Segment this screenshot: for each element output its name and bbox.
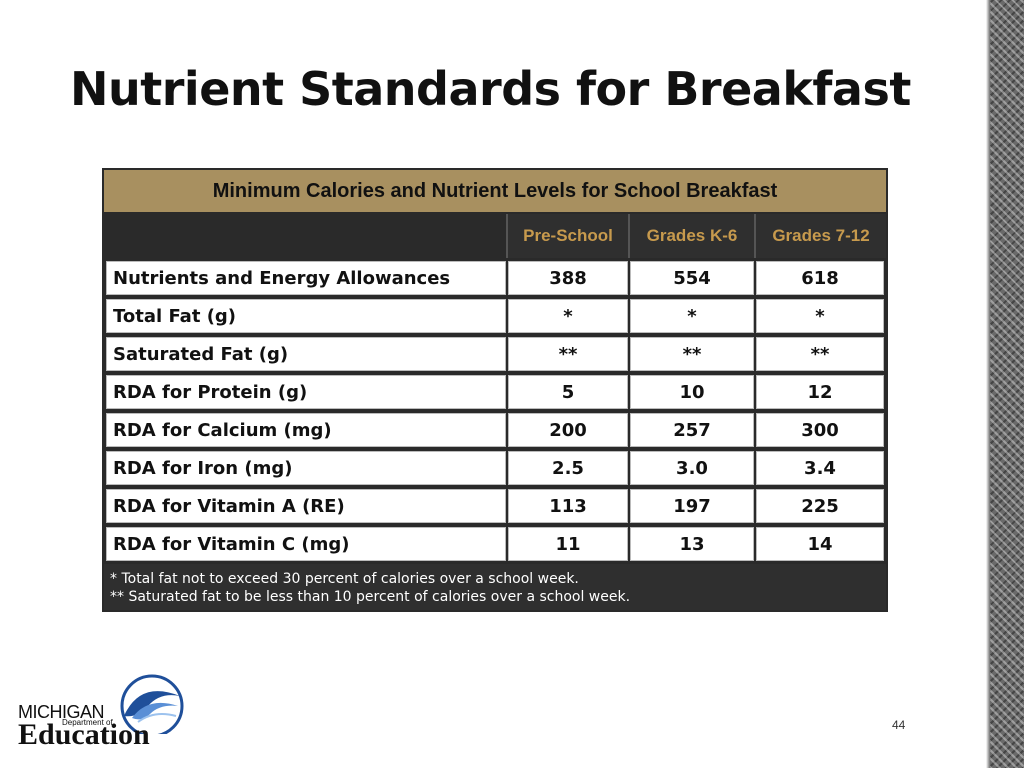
cell-7-12: 618: [756, 261, 884, 295]
cell-7-12: **: [756, 337, 884, 371]
cell-k6: 554: [630, 261, 754, 295]
column-header-7-12: Grades 7-12: [754, 214, 886, 258]
cell-k6: 13: [630, 527, 754, 561]
table-header: Minimum Calories and Nutrient Levels for…: [104, 170, 886, 212]
table-row: RDA for Vitamin A (RE) 113 197 225: [104, 488, 886, 524]
row-label: RDA for Vitamin A (RE): [106, 489, 506, 523]
michigan-education-logo: MICHIGAN Department of Education: [18, 672, 188, 752]
row-label: Saturated Fat (g): [106, 337, 506, 371]
cell-preschool: 11: [508, 527, 628, 561]
table-row: RDA for Vitamin C (mg) 11 13 14: [104, 526, 886, 562]
table-row: RDA for Calcium (mg) 200 257 300: [104, 412, 886, 448]
logo-department-text: Department of: [62, 718, 113, 727]
cell-preschool: 2.5: [508, 451, 628, 485]
table-footnotes: * Total fat not to exceed 30 percent of …: [104, 564, 886, 610]
table-row: Total Fat (g) * * *: [104, 298, 886, 334]
table-row: RDA for Iron (mg) 2.5 3.0 3.4: [104, 450, 886, 486]
row-label: Nutrients and Energy Allowances: [106, 261, 506, 295]
cell-7-12: 12: [756, 375, 884, 409]
row-label: Total Fat (g): [106, 299, 506, 333]
table-row: Nutrients and Energy Allowances 388 554 …: [104, 260, 886, 296]
row-label: RDA for Iron (mg): [106, 451, 506, 485]
column-header-blank: [104, 214, 506, 258]
column-header-row: Pre-School Grades K-6 Grades 7-12: [104, 214, 886, 258]
cell-preschool: *: [508, 299, 628, 333]
footnote-saturated-fat: ** Saturated fat to be less than 10 perc…: [110, 589, 631, 605]
cell-preschool: 5: [508, 375, 628, 409]
cell-k6: **: [630, 337, 754, 371]
cell-k6: 10: [630, 375, 754, 409]
table-row: RDA for Protein (g) 5 10 12: [104, 374, 886, 410]
row-label: RDA for Protein (g): [106, 375, 506, 409]
table-row: Saturated Fat (g) ** ** **: [104, 336, 886, 372]
logo-wave-icon: [120, 674, 184, 734]
cell-k6: *: [630, 299, 754, 333]
cell-7-12: *: [756, 299, 884, 333]
row-label: RDA for Vitamin C (mg): [106, 527, 506, 561]
slide-title: Nutrient Standards for Breakfast: [70, 62, 911, 116]
cell-7-12: 3.4: [756, 451, 884, 485]
cell-k6: 197: [630, 489, 754, 523]
cell-k6: 257: [630, 413, 754, 447]
slide-side-edge: [986, 0, 992, 768]
cell-preschool: **: [508, 337, 628, 371]
cell-preschool: 388: [508, 261, 628, 295]
column-header-preschool: Pre-School: [506, 214, 628, 258]
footnote-total-fat: * Total fat not to exceed 30 percent of …: [110, 571, 579, 587]
cell-7-12: 225: [756, 489, 884, 523]
page-number: 44: [892, 718, 906, 732]
cell-preschool: 200: [508, 413, 628, 447]
cell-k6: 3.0: [630, 451, 754, 485]
logo-michigan-text: MICHIGAN: [18, 702, 105, 722]
cell-7-12: 14: [756, 527, 884, 561]
cell-preschool: 113: [508, 489, 628, 523]
nutrient-table: Minimum Calories and Nutrient Levels for…: [102, 168, 888, 612]
column-header-k6: Grades K-6: [628, 214, 754, 258]
cell-7-12: 300: [756, 413, 884, 447]
logo-education-text: Education: [18, 718, 150, 751]
row-label: RDA for Calcium (mg): [106, 413, 506, 447]
slide-decorative-sidebar: [990, 0, 1024, 768]
